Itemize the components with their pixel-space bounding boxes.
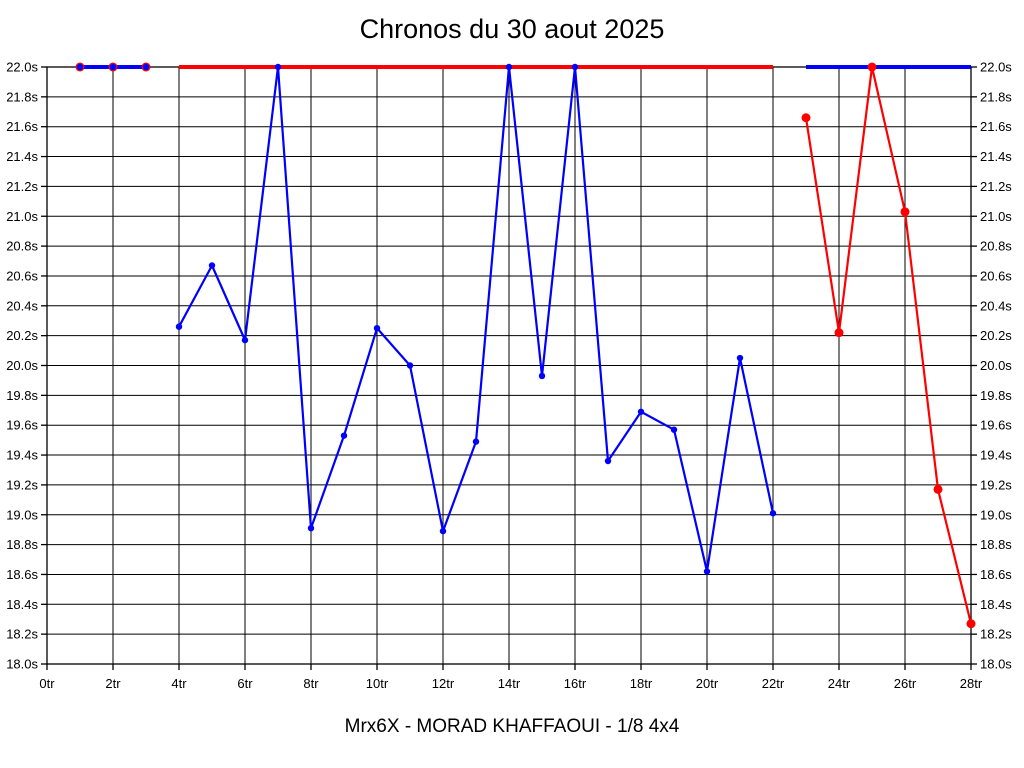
- data-point-blue: [670, 426, 678, 433]
- data-point-blue: [406, 362, 414, 369]
- y-tick-label-left: 18.8s: [6, 537, 38, 552]
- data-point-blue: [340, 432, 348, 439]
- y-tick-label-right: 18.6s: [980, 567, 1012, 582]
- data-point-blue: [571, 63, 579, 71]
- data-point-blue: [208, 262, 216, 269]
- grid-lines: [47, 67, 971, 664]
- y-tick-label-right: 18.2s: [980, 627, 1012, 642]
- data-point-red: [966, 619, 976, 629]
- y-tick-label-right: 21.2s: [980, 179, 1012, 194]
- y-tick-label-left: 19.4s: [6, 448, 38, 463]
- data-point-blue: [175, 323, 183, 330]
- x-tick-label: 6tr: [237, 676, 253, 691]
- series-red-line: [80, 65, 973, 624]
- data-point-blue: [769, 510, 777, 517]
- y-tick-label-left: 19.2s: [6, 477, 38, 492]
- data-point-red: [933, 484, 943, 494]
- y-tick-label-left: 19.6s: [6, 418, 38, 433]
- y-tick-label-left: 19.0s: [6, 507, 38, 522]
- x-tick-label: 16tr: [564, 676, 587, 691]
- x-tick-label: 26tr: [894, 676, 917, 691]
- data-point-blue: [109, 63, 117, 71]
- y-tick-label-left: 21.2s: [6, 179, 38, 194]
- data-point-blue: [439, 527, 447, 535]
- y-tick-label-right: 19.0s: [980, 507, 1012, 522]
- y-tick-label-left: 21.4s: [6, 149, 38, 164]
- y-tick-label-left: 20.2s: [6, 328, 38, 343]
- data-point-blue: [76, 63, 84, 71]
- data-point-blue: [736, 354, 744, 362]
- data-point-red: [801, 113, 811, 123]
- x-tick-label: 14tr: [498, 676, 521, 691]
- chart-footer-label: Mrx6X - MORAD KHAFFAOUI - 1/8 4x4: [344, 716, 680, 737]
- y-tick-label-left: 20.6s: [6, 268, 38, 283]
- data-point-red: [867, 62, 877, 72]
- x-tick-label: 22tr: [762, 676, 785, 691]
- data-point-blue: [505, 63, 513, 71]
- y-tick-label-right: 20.2s: [980, 328, 1012, 343]
- series-blue-markers: [76, 63, 777, 575]
- data-point-blue: [373, 324, 381, 332]
- x-tick-label: 24tr: [828, 676, 851, 691]
- data-point-blue: [637, 408, 645, 415]
- data-point-blue: [307, 524, 315, 532]
- y-tick-label-left: 20.0s: [6, 358, 38, 373]
- y-tick-label-left: 18.2s: [6, 627, 38, 642]
- y-tick-label-left: 21.8s: [6, 89, 38, 104]
- series-blue-segment: [178, 65, 775, 573]
- y-tick-label-right: 18.4s: [980, 597, 1012, 612]
- x-tick-label: 2tr: [105, 676, 121, 691]
- y-axis-labels-right: 22.0s 21.8s 21.6s 21.4s 21.2s 21.0s 20.8s 20.6s…: [980, 60, 1012, 672]
- y-tick-label-left: 19.8s: [6, 388, 38, 403]
- data-point-blue: [274, 63, 282, 71]
- y-tick-label-right: 20.6s: [980, 268, 1012, 283]
- y-tick-label-right: 19.8s: [980, 388, 1012, 403]
- x-tick-label: 20tr: [696, 676, 719, 691]
- data-point-blue: [703, 568, 711, 575]
- data-point-blue: [538, 372, 546, 380]
- chart-title: Chronos du 30 aout 2025: [359, 14, 665, 44]
- x-tick-label: 12tr: [432, 676, 455, 691]
- y-tick-label-right: 19.2s: [980, 477, 1012, 492]
- y-tick-label-right: 21.0s: [980, 209, 1012, 224]
- y-tick-label-right: 19.6s: [980, 418, 1012, 433]
- y-tick-label-left: 20.8s: [6, 239, 38, 254]
- x-axis-labels: 0tr 2tr 4tr 6tr 8tr 10tr 12tr 14tr 16tr 18tr 20tr 2…: [39, 676, 982, 691]
- data-point-blue: [142, 63, 150, 71]
- y-tick-label-right: 20.0s: [980, 358, 1012, 373]
- data-point-red: [900, 207, 910, 217]
- y-tick-label-right: 20.8s: [980, 239, 1012, 254]
- y-tick-label-right: 18.8s: [980, 537, 1012, 552]
- y-tick-label-left: 21.6s: [6, 119, 38, 134]
- y-tick-label-right: 22.0s: [980, 60, 1012, 75]
- y-tick-label-right: 21.6s: [980, 119, 1012, 134]
- y-axis-labels-left: 22.0s 21.8s 21.6s 21.4s 21.2s 21.0s 20.8s 20.6s…: [6, 60, 38, 672]
- y-tick-label-right: 21.8s: [980, 89, 1012, 104]
- x-tick-label: 4tr: [171, 676, 187, 691]
- y-tick-label-left: 18.0s: [6, 657, 38, 672]
- data-point-blue: [604, 457, 612, 465]
- series-red-markers: [75, 62, 976, 629]
- y-tick-label-left: 21.0s: [6, 209, 38, 224]
- data-point-blue: [472, 438, 480, 445]
- y-tick-label-left: 18.4s: [6, 597, 38, 612]
- y-tick-label-left: 18.6s: [6, 567, 38, 582]
- y-tick-label-right: 19.4s: [980, 448, 1012, 463]
- y-tick-label-left: 22.0s: [6, 60, 38, 75]
- y-tick-label-right: 21.4s: [980, 149, 1012, 164]
- x-tick-label: 0tr: [39, 676, 55, 691]
- x-tick-label: 10tr: [366, 676, 389, 691]
- x-tick-label: 18tr: [630, 676, 653, 691]
- y-tick-label-left: 20.4s: [6, 298, 38, 313]
- data-point-blue: [241, 336, 249, 344]
- axis-ticks: [41, 66, 977, 670]
- y-tick-label-right: 18.0s: [980, 657, 1012, 672]
- x-tick-label: 28tr: [960, 676, 983, 691]
- data-point-red: [834, 328, 844, 338]
- x-tick-label: 8tr: [303, 676, 319, 691]
- series-red-segment: [804, 65, 973, 624]
- y-tick-label-right: 20.4s: [980, 298, 1012, 313]
